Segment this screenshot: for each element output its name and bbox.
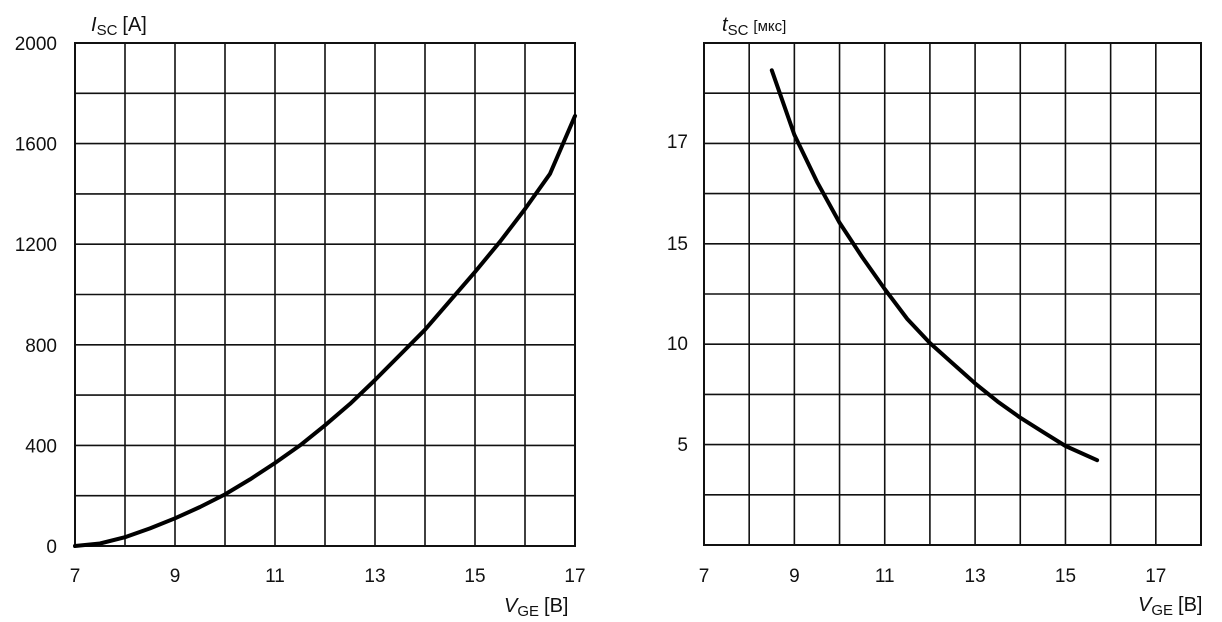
y-tick-labels: 5 10 15 17	[667, 132, 688, 456]
x-tick-label: 13	[965, 566, 986, 587]
x-tick-labels: 7 9 11 13 15 17	[699, 566, 1167, 587]
chart-tsc-vs-vge: 5 10 15 17 7 9 11 13 15 17 tSC [мкс] VGE [B]	[667, 14, 1203, 619]
chart-isc-vs-vge: 0 400 800 1200 1600 2000 7 9 11 13 15 17 ISC [A] VG…	[15, 14, 586, 620]
y-tick-label: 1200	[15, 235, 57, 256]
x-tick-label: 7	[699, 566, 710, 587]
grid	[704, 43, 1201, 545]
x-tick-label: 7	[70, 566, 81, 587]
x-axis-title: VGE [B]	[504, 595, 568, 620]
y-tick-label: 400	[25, 436, 57, 457]
y-tick-labels: 0 400 800 1200 1600 2000	[15, 34, 57, 558]
x-tick-labels: 7 9 11 13 15 17	[70, 566, 586, 587]
plot-frame	[74, 42, 576, 547]
x-tick-label: 9	[170, 566, 181, 587]
x-tick-label: 9	[789, 566, 800, 587]
tsc-curve	[769, 68, 1100, 463]
y-tick-label: 2000	[15, 34, 57, 55]
y-tick-label: 15	[667, 234, 688, 255]
plot-frame	[703, 42, 1202, 546]
y-axis-title: tSC [мкс]	[722, 14, 786, 39]
isc-curve	[73, 113, 577, 548]
x-tick-label: 15	[464, 566, 485, 587]
y-axis-title: ISC [A]	[91, 14, 147, 39]
y-tick-label: 17	[667, 132, 688, 153]
y-tick-label: 10	[667, 334, 688, 355]
y-tick-label: 800	[25, 336, 57, 357]
x-tick-label: 11	[875, 566, 895, 587]
x-tick-label: 15	[1055, 566, 1076, 587]
y-tick-label: 0	[46, 537, 57, 558]
x-tick-label: 17	[564, 566, 585, 587]
y-tick-label: 1600	[15, 135, 57, 156]
x-tick-label: 11	[265, 566, 285, 587]
x-axis-title: VGE [B]	[1138, 594, 1202, 619]
grid	[75, 43, 575, 546]
x-tick-label: 13	[364, 566, 385, 587]
x-tick-label: 17	[1145, 566, 1166, 587]
y-tick-label: 5	[677, 435, 688, 456]
